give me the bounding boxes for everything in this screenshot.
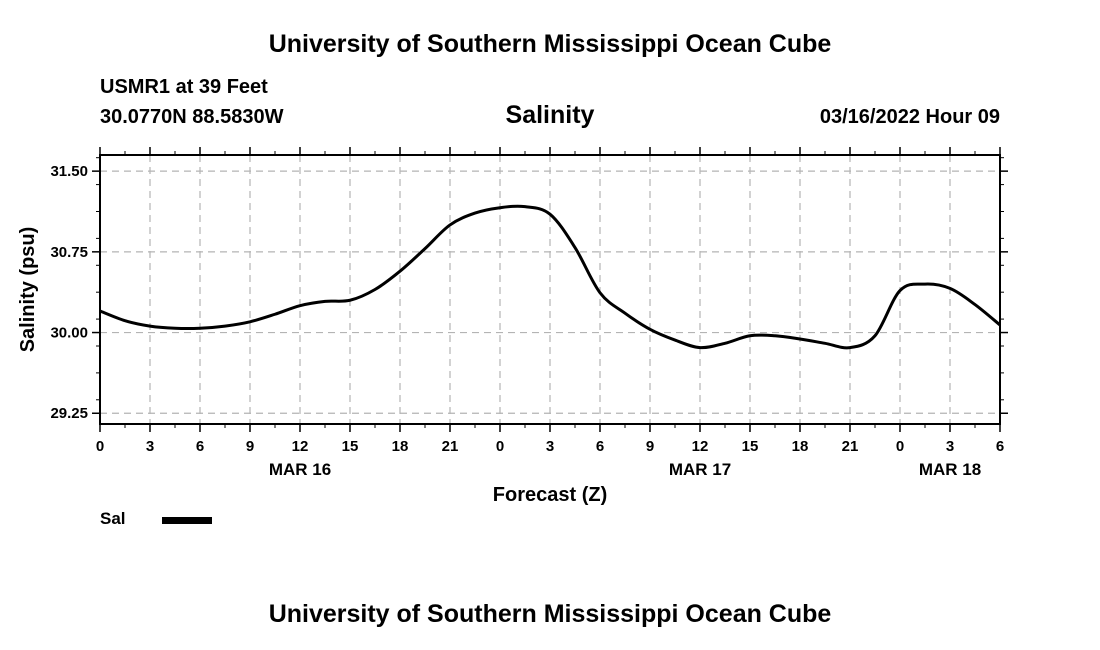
x-tick-label: 12 [292,438,309,455]
x-tick-label: 15 [742,438,759,455]
x-tick-label: 18 [392,438,409,455]
x-axis-tick-labels: 0 3 6 9 12 15 18 21 0 3 6 9 12 15 18 21 0 3 6 [96,438,1004,455]
date-label: MAR 18 [919,460,981,479]
x-tick-label: 0 [496,438,504,455]
series-line-salinity [99,204,1001,350]
y-tick-label: 29.25 [50,405,88,422]
y-axis-tick-labels: 29.25 30.00 30.75 31.50 [50,163,88,422]
x-tick-label: 6 [196,438,204,455]
x-tick-label: 6 [996,438,1004,455]
page-title: University of Southern Mississippi Ocean… [268,30,832,58]
x-tick-label: 12 [692,438,709,455]
y-tick-label: 31.50 [50,163,88,180]
x-tick-label: 9 [246,438,254,455]
chart-title: Salinity [505,101,595,129]
y-tick-label: 30.00 [50,325,88,342]
x-axis-label: Forecast (Z) [493,484,607,506]
forecast-datetime: 03/16/2022 Hour 09 [819,106,1000,128]
chart-grid [100,155,1000,424]
x-tick-label: 3 [546,438,554,455]
date-label: MAR 17 [669,460,731,479]
x-tick-label: 21 [842,438,859,455]
x-tick-label: 21 [442,438,459,455]
series-lines [99,204,1001,350]
legend-label: Sal [100,509,126,528]
date-labels: MAR 16 MAR 17 MAR 18 [269,460,981,479]
x-tick-label: 3 [146,438,154,455]
footer-title: University of Southern Mississippi Ocean… [268,600,832,628]
x-tick-label: 3 [946,438,954,455]
legend-swatch [162,517,212,524]
x-tick-label: 6 [596,438,604,455]
x-tick-label: 0 [96,438,104,455]
x-tick-label: 0 [896,438,904,455]
x-tick-label: 15 [342,438,359,455]
plot-frame [99,154,1001,425]
date-label: MAR 16 [269,460,331,479]
x-tick-label: 18 [792,438,809,455]
y-tick-label: 30.75 [50,244,88,261]
y-axis-label: Salinity (psu) [17,227,39,353]
coordinates-label: 30.0770N 88.5830W [100,106,284,128]
x-tick-label: 9 [646,438,654,455]
station-label: USMR1 at 39 Feet [100,76,268,98]
